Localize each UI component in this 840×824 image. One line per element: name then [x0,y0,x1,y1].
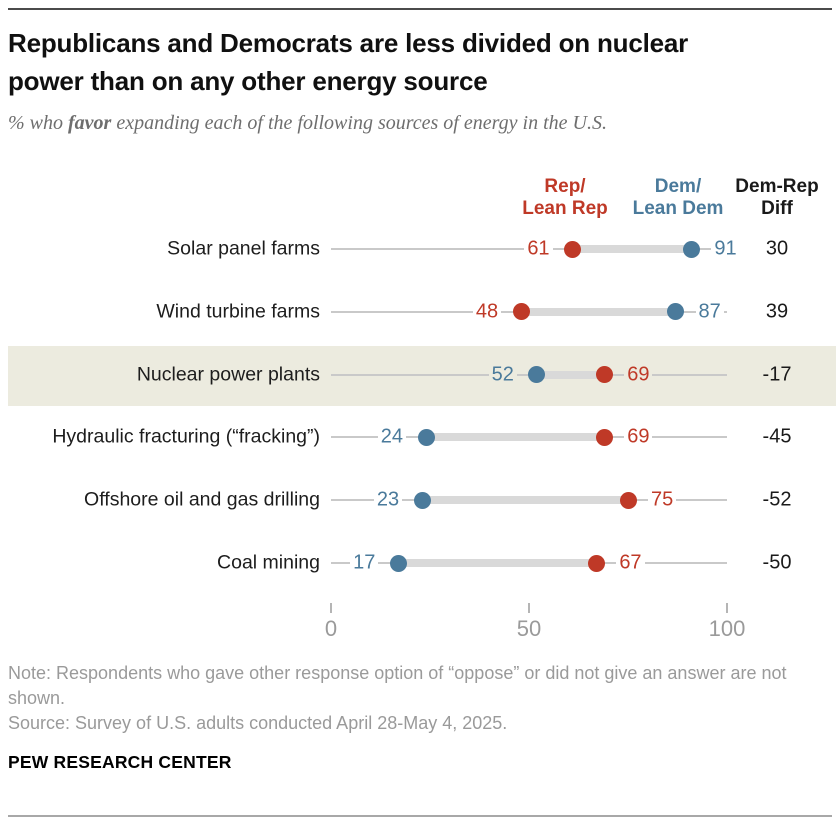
category-label: Hydraulic fracturing (“fracking”) [52,425,320,448]
connector-bar [572,245,692,253]
chart-row: Hydraulic fracturing (“fracking”) 24 69 -45 [0,406,840,468]
dem-dot [389,554,407,572]
dem-dot [417,428,435,446]
dem-dot [528,366,546,384]
diff-value: 39 [765,300,789,323]
dem-value: 17 [350,550,379,576]
connector-bar [426,433,605,442]
rep-value: 69 [624,424,653,450]
diff-value: -45 [762,425,792,448]
legend-dem-line2: Lean Dem [632,198,724,219]
connector-bar [521,307,676,316]
legend-rep-line2: Lean Rep [522,198,608,219]
dem-dot [682,240,700,258]
dem-value: 87 [695,299,724,325]
rep-value: 75 [648,487,677,513]
diff-value: -50 [762,551,792,574]
dem-dot [413,491,431,509]
rep-dot [564,240,582,258]
connector-bar [398,559,597,567]
category-label: Offshore oil and gas drilling [84,488,320,511]
rep-value: 67 [616,550,645,576]
dem-value: 91 [711,236,740,262]
diff-value: -17 [762,363,792,386]
chart-row: Nuclear power plants 52 69 -17 [0,344,840,406]
connector-bar [536,370,605,379]
rep-value: 61 [524,236,553,262]
legend-diff-header: Dem-Rep Diff [735,176,818,220]
rep-value: 69 [624,362,653,388]
chart-row: Solar panel farms 61 91 30 [0,218,840,280]
axis-tick-mark [528,603,530,613]
axis-tick-label: 50 [516,616,542,641]
axis-tick-mark [330,603,332,613]
legend-rep-header: Rep/Lean Rep [522,176,608,220]
source-text: Source: Survey of U.S. adults conducted … [8,713,508,733]
dem-value: 23 [373,487,403,513]
chart-row: Wind turbine farms 48 87 39 [0,281,840,343]
rep-dot [512,303,530,321]
note-text: Note: Respondents who gave other respons… [8,663,787,708]
category-label: Solar panel farms [167,237,320,260]
rep-dot [595,366,613,384]
rep-value: 48 [472,299,502,325]
footnotes: Note: Respondents who gave other respons… [8,661,824,736]
diff-value: -52 [762,488,792,511]
subtitle-emphasis: favor [68,112,112,134]
dem-value: 24 [377,424,407,450]
chart-title: Republicans and Democrats are less divid… [8,28,689,96]
row-highlight [8,345,836,406]
legend-diff-line1: Dem-Rep [735,176,819,197]
legend-dem-header: Dem/Lean Dem [633,176,724,220]
legend-diff-line2: Diff [761,198,793,219]
connector-bar [422,496,628,505]
legend-dem-line1: Dem/ [654,176,702,197]
bottom-divider [8,815,832,817]
dem-value: 52 [488,362,517,388]
axis-tick-mark [726,603,728,613]
axis-tick-label: 0 [324,616,338,641]
dem-dot [667,303,685,321]
chart-subtitle: % who favor expanding each of the follow… [8,112,808,135]
rep-dot [595,428,613,446]
subtitle-prefix: % who [8,112,68,134]
chart-row: Offshore oil and gas drilling 23 75 -52 [0,469,840,531]
brand-footer: PEW RESEARCH CENTER [8,752,232,772]
category-label: Nuclear power plants [136,363,320,386]
rep-dot [587,554,605,572]
rep-dot [619,491,637,509]
category-label: Coal mining [217,551,320,574]
legend-rep-line1: Rep/ [544,176,586,197]
chart-row: Coal mining 17 67 -50 [0,532,840,594]
axis-tick-label: 100 [708,616,746,641]
category-label: Wind turbine farms [156,300,320,323]
diff-value: 30 [765,237,789,260]
subtitle-suffix: expanding each of the following sources … [111,112,607,134]
top-divider [8,8,832,10]
